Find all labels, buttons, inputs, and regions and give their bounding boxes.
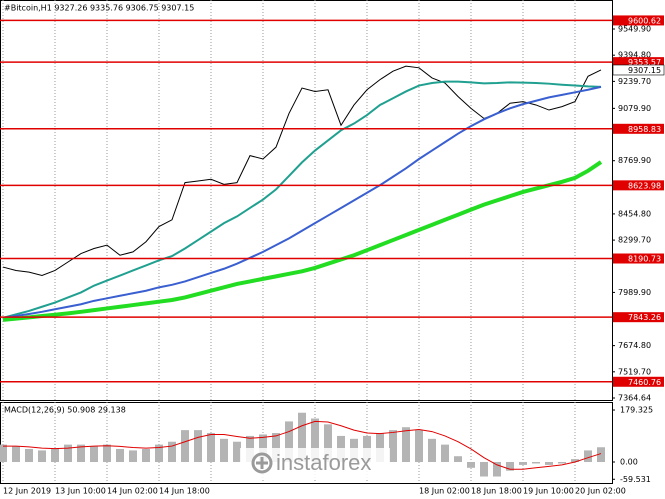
level-label-box [613, 15, 664, 26]
y-tick-label: 9549.90 [618, 24, 651, 33]
macd-bar [454, 456, 462, 463]
macd-bar [597, 447, 605, 463]
macd-bar [415, 430, 423, 463]
macd-bar [194, 430, 202, 463]
macd-bar [116, 448, 124, 463]
y-tick-label: 8769.90 [618, 156, 651, 165]
macd-bar [272, 433, 280, 463]
last-price-box [612, 64, 665, 76]
panel-frame [0, 402, 613, 484]
macd-bar [584, 450, 592, 463]
moving-average [2, 80, 602, 319]
y-tick-label: 9239.70 [618, 77, 651, 86]
y-tick-label: 9079.90 [618, 104, 651, 113]
macd-bar [428, 438, 436, 463]
macd-bar [402, 427, 410, 463]
macd-bar [376, 433, 384, 463]
watermark: instaforex [240, 448, 390, 478]
macd-bar [389, 430, 397, 463]
indicator-title: MACD(12,26,9) 50.908 29.138 [4, 406, 126, 415]
y-tick-label: 9394.80 [618, 51, 651, 60]
macd-bar [155, 444, 163, 463]
y-tick-label: 7364.64 [618, 394, 651, 403]
level-label: 8190.73 [628, 255, 661, 264]
level-label-box [613, 123, 664, 134]
watermark-icon [251, 452, 273, 474]
macd-bar [168, 441, 176, 463]
macd-bar [506, 462, 514, 471]
macd-bar [0, 444, 7, 463]
x-tick-label: 18 Jun 02:00 [419, 487, 470, 496]
macd-bar [480, 462, 488, 477]
macd-bar [467, 462, 475, 468]
watermark-icon [256, 457, 268, 469]
level-label: 7843.26 [628, 313, 661, 322]
moving-average [2, 160, 603, 322]
level-label-box [613, 253, 664, 264]
macd-bar [38, 450, 46, 463]
x-tick-label: 14 Jun 18:00 [159, 487, 210, 496]
macd-bar [233, 441, 241, 463]
macd-bar [181, 430, 189, 463]
x-tick-label: 19 Jun 10:00 [523, 487, 574, 496]
signal-line [3, 420, 602, 470]
macd-bar [311, 418, 319, 463]
macd-bar [493, 462, 501, 477]
macd-bar [142, 448, 150, 463]
macd-bar [558, 462, 566, 464]
macd-bar [77, 444, 85, 463]
level-label: 8958.83 [628, 125, 661, 134]
macd-bar [545, 462, 553, 465]
macd-bar [571, 459, 579, 463]
panel-frame [0, 0, 613, 401]
level-label-box [613, 57, 664, 68]
y-tick-label: 8454.80 [618, 209, 651, 218]
macd-bar [90, 446, 98, 463]
macd-bar [441, 444, 449, 463]
macd-bar [324, 424, 332, 463]
x-tick-label: 14 Jun 02:00 [107, 487, 158, 496]
macd-bar [532, 462, 540, 464]
macd-bar [285, 421, 293, 463]
level-label-box [613, 180, 664, 191]
level-label-box [613, 376, 664, 387]
watermark-text: instaforex [276, 450, 371, 475]
macd-bar [519, 462, 527, 465]
x-tick-label: 13 Jun 10:00 [55, 487, 106, 496]
macd-bar [298, 412, 306, 463]
macd-bar [103, 444, 111, 463]
last-price-label: 9307.15 [628, 66, 661, 75]
y-tick-label: 7674.80 [618, 341, 651, 350]
y-tick-label: -59.531 [620, 475, 651, 484]
level-label: 9600.62 [628, 16, 661, 25]
level-label: 9353.57 [628, 58, 661, 67]
x-tick-label: 18 Jun 18:00 [471, 487, 522, 496]
level-label: 8623.98 [628, 181, 661, 190]
price-line [2, 65, 602, 277]
level-label-box [613, 312, 664, 323]
chart-title: #Bitcoin,H1 9327.26 9335.76 9306.75 9307… [4, 4, 194, 13]
y-tick-label: 179.325 [620, 406, 653, 415]
y-tick-label: 7989.90 [618, 288, 651, 297]
x-tick-label: 20 Jun 02:00 [575, 487, 626, 496]
moving-average [2, 85, 602, 319]
macd-bar [220, 438, 228, 463]
level-label: 7460.76 [628, 378, 661, 387]
y-tick-label: 7519.70 [618, 367, 651, 376]
macd-bar [207, 433, 215, 463]
macd-bar [129, 450, 137, 463]
y-tick-label: 8299.70 [618, 236, 651, 245]
macd-bar [12, 446, 20, 463]
x-tick-label: 12 Jun 2019 [3, 487, 51, 496]
y-tick-label: 0.00 [620, 458, 638, 467]
macd-bar [51, 448, 59, 463]
macd-bar [64, 444, 72, 463]
macd-bar [25, 448, 33, 463]
